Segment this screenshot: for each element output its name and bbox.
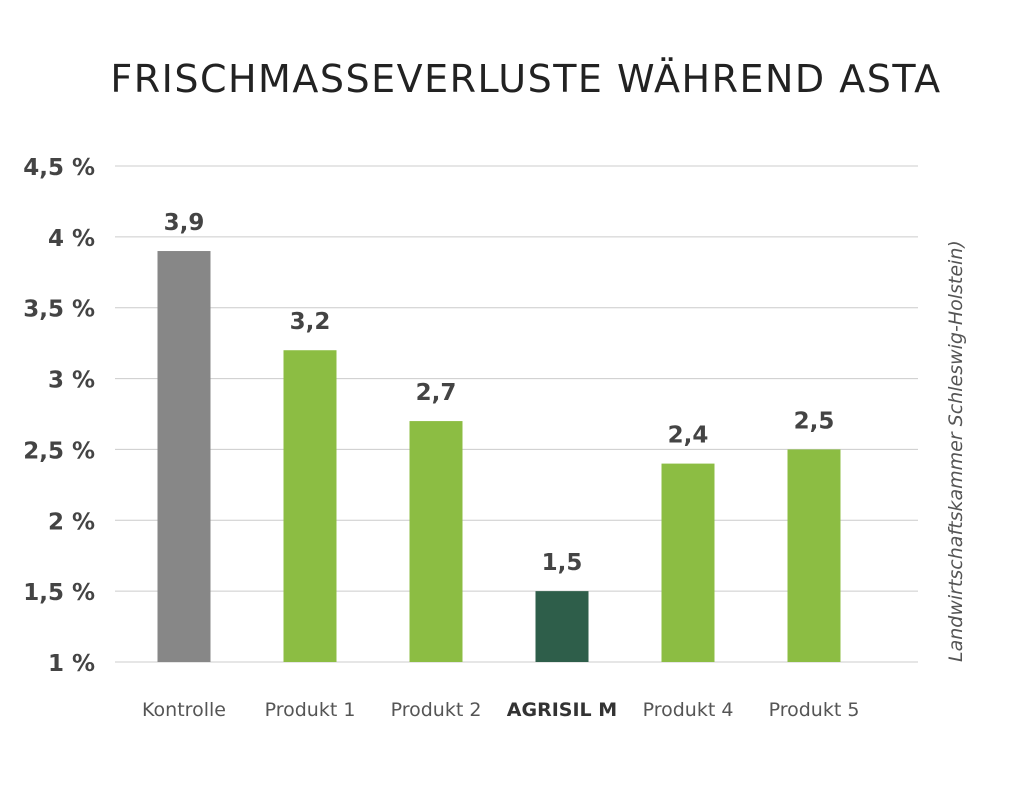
bar (787, 449, 841, 662)
y-tick-label: 4 % (48, 226, 95, 252)
x-tick-label: AGRISIL M (507, 699, 617, 721)
x-tick-label: Produkt 4 (643, 699, 734, 721)
data-label: 2,7 (416, 380, 457, 406)
bar (157, 251, 211, 662)
x-tick-label: Kontrolle (142, 699, 226, 721)
x-tick-label: Produkt 5 (769, 699, 860, 721)
data-label: 1,5 (542, 550, 583, 576)
data-label: 2,5 (794, 408, 835, 434)
bar (283, 350, 337, 662)
bar (409, 421, 463, 662)
x-axis-ticks: Kontrolle Produkt 1 Produkt 2 AGRISIL M Prod… (142, 699, 859, 721)
y-tick-label: 2 % (48, 509, 95, 535)
data-labels: 3,9 3,2 2,7 1,5 2,4 2,5 (164, 210, 835, 576)
chart-title: FRISCHMASSEVERLUSTE WÄHREND ASTA (110, 57, 941, 101)
x-tick-label: Produkt 1 (265, 699, 356, 721)
bars (157, 251, 841, 662)
y-tick-label: 3 % (48, 368, 95, 394)
y-tick-label: 1 % (48, 651, 95, 677)
bar (661, 463, 715, 662)
y-tick-label: 3,5 % (23, 297, 95, 323)
data-label: 2,4 (668, 423, 709, 449)
y-tick-label: 1,5 % (23, 580, 95, 606)
bar (535, 591, 589, 662)
y-axis-ticks: 1 % 1,5 % 2 % 2,5 % 3 % 3,5 % 4 % 4,5 % (23, 155, 95, 677)
y-tick-label: 4,5 % (23, 155, 95, 181)
source-note: Landwirtschaftskammer Schleswig-Holstein… (945, 240, 967, 662)
data-label: 3,2 (290, 309, 331, 335)
data-label: 3,9 (164, 210, 205, 236)
grid-lines (115, 165, 918, 663)
y-tick-label: 2,5 % (23, 438, 95, 464)
x-tick-label: Produkt 2 (391, 699, 482, 721)
